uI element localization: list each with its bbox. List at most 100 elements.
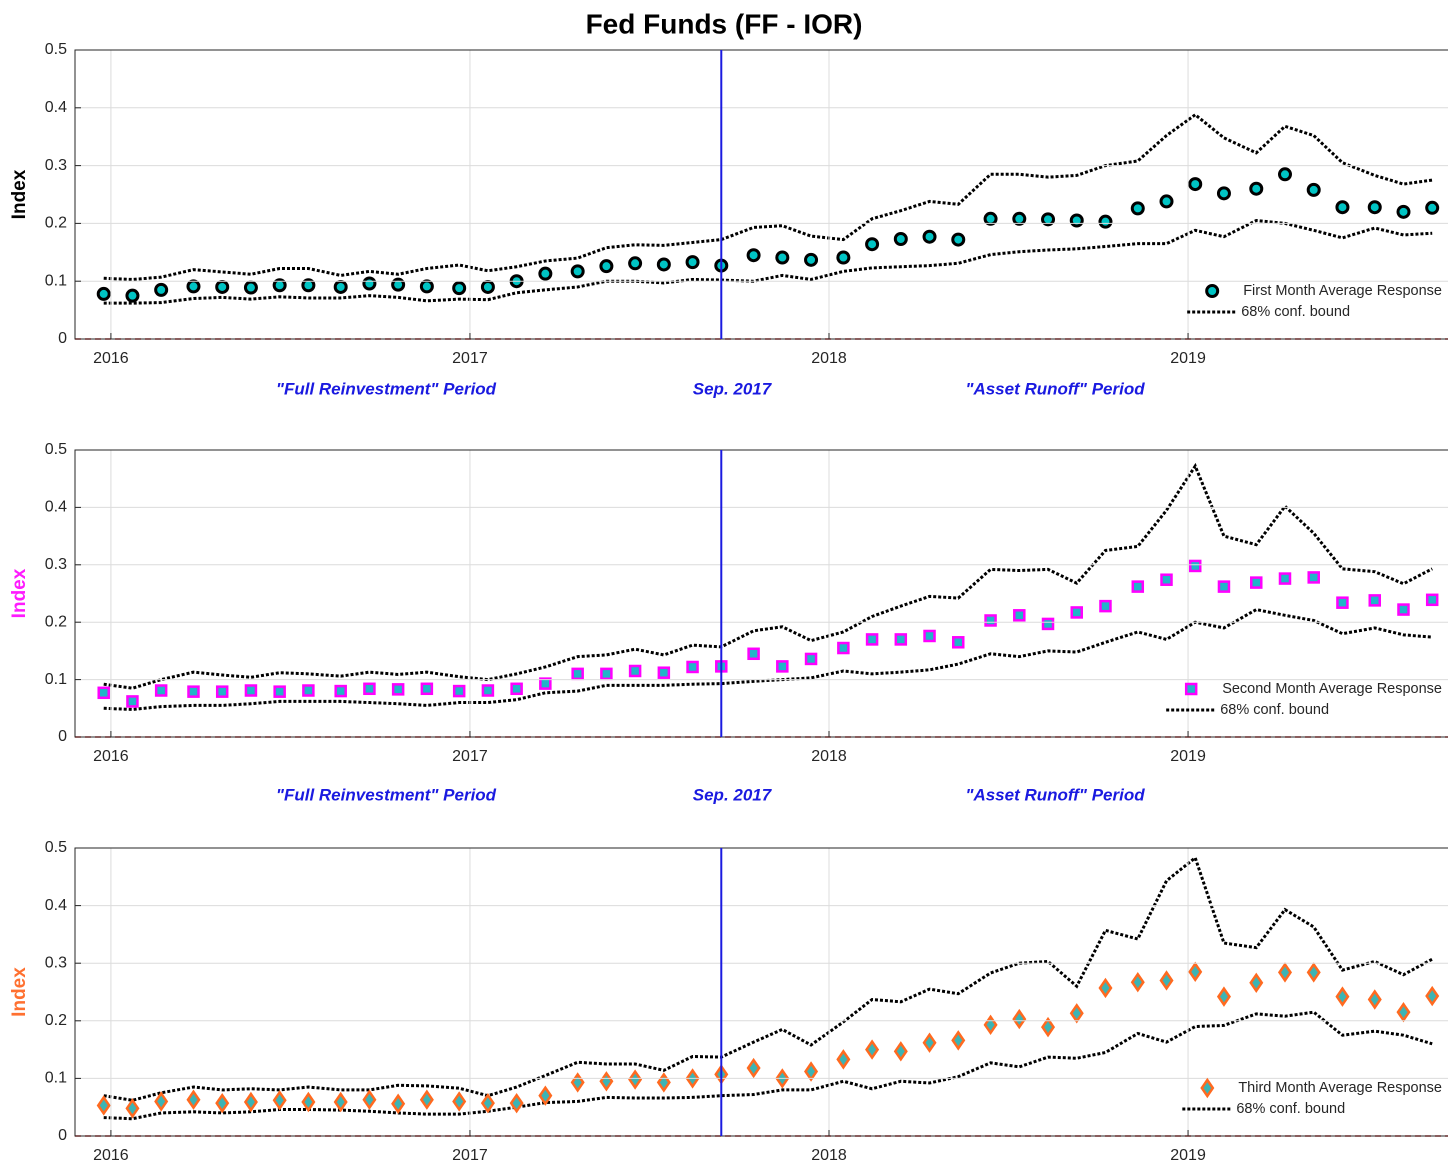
- x-tick-label: 2019: [1170, 748, 1206, 765]
- marker: [836, 250, 851, 265]
- marker: [747, 647, 760, 661]
- legend-label: Second Month Average Response: [1222, 681, 1442, 697]
- marker: [125, 288, 140, 303]
- annotation: "Asset Runoff" Period: [965, 379, 1145, 398]
- y-tick-label: 0.2: [45, 613, 67, 630]
- marker: [1425, 593, 1439, 607]
- marker: [96, 1095, 111, 1116]
- y-tick-label: 0.4: [45, 897, 67, 914]
- y-tick-label: 0.1: [45, 671, 67, 688]
- x-tick-label: 2018: [811, 748, 847, 765]
- marker: [1159, 194, 1174, 209]
- x-tick-label: 2019: [1170, 350, 1206, 367]
- marker: [1069, 213, 1084, 228]
- marker: [1368, 594, 1382, 607]
- marker: [215, 1092, 230, 1114]
- marker: [96, 286, 111, 301]
- marker: [628, 256, 643, 271]
- marker: [452, 1091, 467, 1112]
- marker: [419, 279, 434, 294]
- marker: [538, 1085, 553, 1106]
- marker: [509, 1092, 524, 1114]
- marker: [1159, 970, 1174, 991]
- marker: [1336, 596, 1349, 609]
- marker: [893, 232, 908, 247]
- marker: [363, 682, 376, 696]
- marker: [951, 1030, 966, 1051]
- legend-label: Third Month Average Response: [1238, 1080, 1442, 1096]
- marker: [1307, 571, 1320, 584]
- marker: [983, 1014, 998, 1036]
- confidence-bound: [103, 855, 1433, 1102]
- marker: [1249, 972, 1264, 993]
- marker: [1069, 1003, 1084, 1024]
- x-tick-label: 2017: [452, 748, 488, 765]
- marker: [154, 1091, 169, 1112]
- confidence-bound: [103, 607, 1433, 711]
- marker: [215, 685, 229, 698]
- confidence-bound: [103, 462, 1433, 690]
- marker: [1425, 200, 1440, 215]
- marker: [1277, 167, 1292, 182]
- marker: [599, 1071, 614, 1092]
- marker: [570, 1072, 585, 1093]
- marker: [1070, 606, 1083, 619]
- marker: [952, 636, 965, 649]
- marker: [951, 232, 966, 247]
- y-axis-label: Index: [9, 169, 30, 219]
- axes-frame: [74, 449, 1448, 738]
- marker: [685, 255, 700, 270]
- axes-frame: [74, 847, 1448, 1137]
- marker: [154, 282, 169, 297]
- y-tick-label: 0.2: [45, 1012, 67, 1029]
- marker: [1216, 186, 1231, 201]
- marker: [154, 684, 168, 697]
- y-tick-label: 0.1: [45, 272, 67, 289]
- annotation: "Full Reinvestment" Period: [276, 379, 497, 398]
- marker: [272, 1090, 287, 1111]
- marker: [97, 686, 110, 700]
- marker: [1012, 1008, 1027, 1030]
- marker: [1012, 211, 1027, 226]
- marker: [362, 276, 377, 291]
- marker: [1188, 961, 1203, 983]
- marker: [1217, 580, 1231, 593]
- marker: [186, 279, 201, 294]
- y-tick-label: 0.5: [45, 441, 67, 458]
- marker: [333, 1091, 348, 1113]
- marker: [1188, 177, 1203, 192]
- marker: [1249, 181, 1264, 196]
- marker: [1013, 609, 1026, 622]
- marker: [804, 252, 819, 267]
- marker: [1335, 200, 1350, 215]
- confidence-bound: [103, 218, 1433, 305]
- y-tick-label: 0.3: [45, 157, 67, 174]
- marker: [1130, 201, 1145, 216]
- y-axis-label: Index: [9, 568, 30, 618]
- legend-label: 68% conf. bound: [1241, 304, 1350, 320]
- marker: [865, 633, 879, 646]
- marker: [1216, 986, 1231, 1007]
- x-tick-label: 2018: [811, 1147, 847, 1164]
- marker: [1041, 212, 1056, 227]
- marker: [923, 629, 936, 643]
- marker: [1184, 682, 1198, 696]
- marker: [1396, 1001, 1411, 1023]
- x-tick-label: 2017: [452, 350, 488, 367]
- marker: [125, 1098, 140, 1119]
- marker: [420, 682, 434, 696]
- marker: [836, 1049, 851, 1070]
- marker: [1098, 214, 1113, 229]
- marker: [1306, 962, 1321, 983]
- marker: [1396, 204, 1411, 219]
- plot-area: [75, 112, 1448, 340]
- marker: [983, 211, 998, 226]
- confidence-bound: [103, 1010, 1433, 1121]
- marker: [1397, 603, 1410, 616]
- x-tick-label: 2016: [93, 748, 129, 765]
- marker: [776, 660, 789, 673]
- marker: [539, 677, 552, 690]
- legend-label: 68% conf. bound: [1220, 702, 1329, 718]
- y-tick-label: 0.4: [45, 99, 67, 116]
- plot-area: [75, 855, 1448, 1137]
